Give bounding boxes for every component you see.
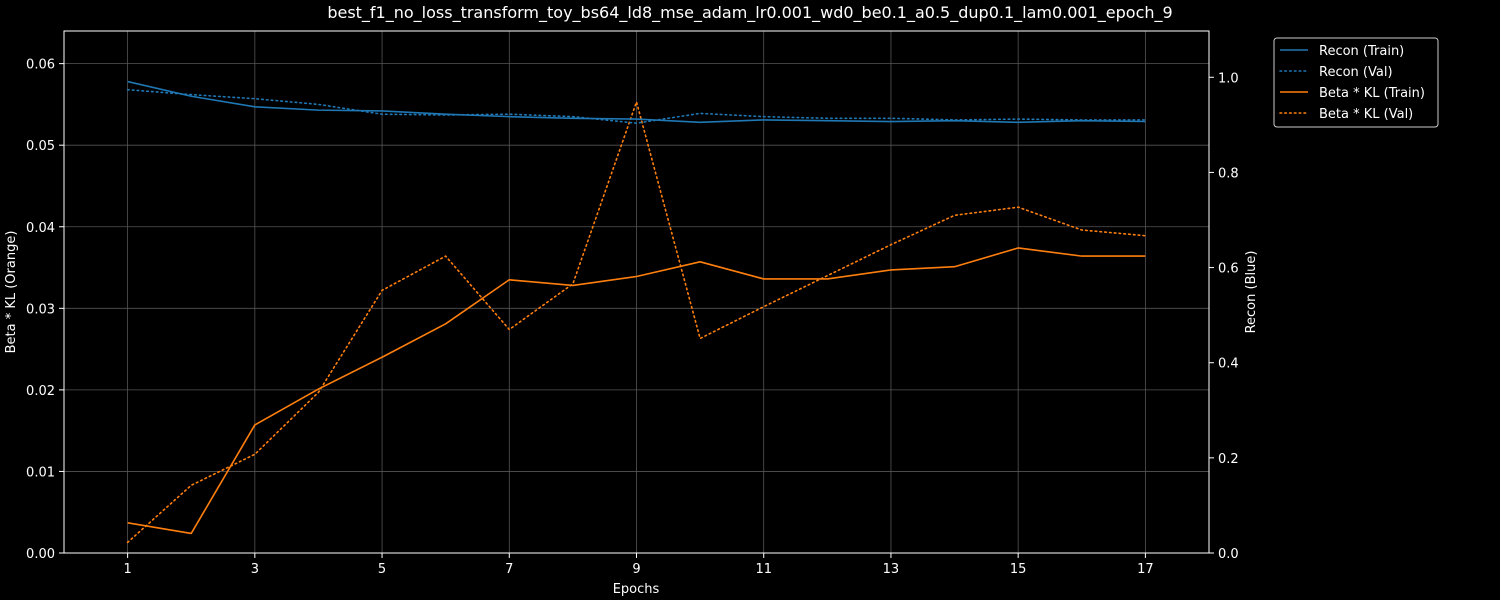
x-tick-label: 15 — [1010, 562, 1027, 577]
series-line-beta-kl-train — [127, 247, 1146, 535]
y-right-tick-label: 0.0 — [1218, 547, 1239, 562]
y-right-axis: 0.0 0.2 0.4 0.6 0.8 1.0 — [1209, 71, 1239, 562]
y-right-tick-label: 0.4 — [1218, 357, 1239, 372]
x-tick-label: 17 — [1137, 562, 1154, 577]
series-line-recon-train — [127, 80, 1146, 124]
y-right-tick-label: 0.8 — [1218, 166, 1239, 181]
y-right-tick-label: 0.6 — [1218, 262, 1239, 277]
y-right-axis-title: Recon (Blue) — [1244, 251, 1259, 334]
legend: Recon (Train) Recon (Val) Beta * KL (Train… — [1273, 37, 1439, 128]
x-axis: 1 3 5 7 9 11 13 15 17 — [123, 553, 1154, 577]
legend-entry: Beta * KL (Val) — [1319, 107, 1413, 122]
x-axis-title: Epochs — [613, 582, 660, 597]
y-right-tick-label: 0.2 — [1218, 452, 1239, 467]
y-left-tick-label: 0.01 — [26, 465, 55, 480]
y-left-tick-label: 0.02 — [26, 384, 55, 399]
x-tick-label: 5 — [378, 562, 386, 577]
y-left-axis-title: Beta * KL (Orange) — [4, 231, 19, 354]
x-tick-label: 13 — [883, 562, 900, 577]
legend-entry: Recon (Val) — [1319, 65, 1393, 80]
y-left-tick-label: 0.06 — [26, 58, 55, 73]
chart-title: best_f1_no_loss_transform_toy_bs64_ld8_m… — [327, 3, 1172, 23]
y-left-axis: 0.00 0.01 0.02 0.03 0.04 0.05 0.06 — [26, 58, 64, 562]
x-tick-label: 7 — [505, 562, 513, 577]
legend-entry: Recon (Train) — [1319, 44, 1404, 59]
legend-box — [1273, 37, 1439, 128]
legend-entry: Beta * KL (Train) — [1319, 86, 1425, 101]
x-tick-label: 1 — [123, 562, 131, 577]
y-left-tick-label: 0.00 — [26, 547, 55, 562]
x-tick-label: 3 — [251, 562, 259, 577]
series-layer — [126, 80, 1147, 544]
y-left-tick-label: 0.03 — [26, 302, 55, 317]
y-right-tick-label: 1.0 — [1218, 71, 1239, 86]
series-line-beta-kl-val — [126, 101, 1147, 544]
x-tick-label: 9 — [632, 562, 640, 577]
series-line-recon-val — [126, 88, 1147, 124]
x-tick-label: 11 — [755, 562, 772, 577]
y-left-tick-label: 0.05 — [26, 139, 55, 154]
y-left-tick-label: 0.04 — [26, 221, 55, 236]
